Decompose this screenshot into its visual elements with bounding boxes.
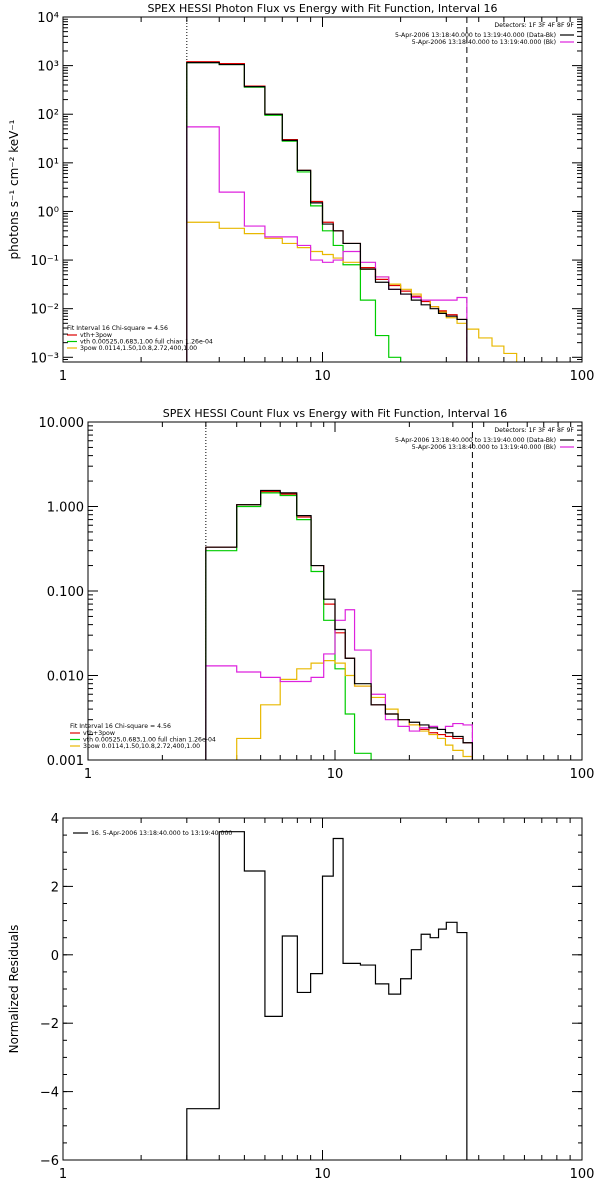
y-tick-label: 0.010: [47, 670, 84, 685]
series-3pow-line: [236, 660, 474, 760]
fit-legend-entry-label: vth 0.00525,0.683,1.00 full chian 1.26e-…: [83, 737, 216, 744]
y-axis-ticks: [63, 16, 582, 363]
x-tick-label: 100: [570, 369, 595, 384]
y-axis-label: Normalized Residuals: [7, 925, 21, 1054]
y-tick-label: −6: [40, 1154, 59, 1169]
series-vth-3pow-line: [205, 491, 474, 760]
y-tick-label: 10⁻²: [30, 303, 59, 318]
legend-bottom-left: Fit Interval 16 Chi-square = 4.56vth+3po…: [67, 325, 213, 352]
y-tick-label: 10⁴: [37, 11, 59, 26]
plot-frame: [87, 421, 583, 761]
series-vth-line: [205, 492, 372, 760]
legend-entry-label: 5-Apr-2006 13:18:40.000 to 13:19:40.000 …: [412, 444, 556, 451]
y-tick-label: 10.000: [39, 416, 85, 431]
legend-entry-label: 5-Apr-2006 13:18:40.000 to 13:19:40.000 …: [395, 32, 556, 39]
y-tick-label: 1.000: [47, 501, 84, 516]
fit-legend-header: Fit Interval 16 Chi-square = 4.56: [67, 325, 168, 332]
x-tick-label: 100: [570, 1167, 595, 1182]
data-series-group: [186, 61, 518, 362]
legend-header: Detectors: 1F 3F 4F 8F 9F: [494, 427, 574, 434]
y-tick-label: 10⁻³: [30, 351, 59, 366]
series-data-bk-line: [186, 62, 468, 362]
chart-panel-1: SPEX HESSI Photon Flux vs Energy with Fi…: [7, 2, 594, 384]
series-bk-line: [205, 609, 474, 760]
legend-entry-label: 5-Apr-2006 13:18:40.000 to 13:19:40.000 …: [395, 437, 556, 444]
series-bk-line: [186, 126, 468, 362]
legend-top-right: Detectors: 1F 3F 4F 8F 9F 5-Apr-2006 13:1…: [395, 22, 574, 46]
plot-frame: [62, 16, 583, 363]
y-tick-label: 10¹: [37, 157, 59, 172]
legend-header: Detectors: 1F 3F 4F 8F 9F: [494, 22, 574, 29]
y-tick-label: 4: [51, 812, 59, 827]
plot-frame: [62, 817, 583, 1161]
series-data-bk-line: [205, 489, 474, 760]
x-tick-label: 100: [570, 767, 595, 782]
y-axis-ticks: [63, 817, 582, 1161]
y-tick-label: −4: [40, 1086, 59, 1101]
chart-panel-2: SPEX HESSI Count Flux vs Energy with Fit…: [39, 407, 595, 782]
x-tick-label: 10: [314, 369, 331, 384]
x-axis-ticks: [62, 818, 583, 1160]
chart-title: SPEX HESSI Count Flux vs Energy with Fit…: [163, 407, 507, 420]
x-tick-label: 1: [59, 369, 67, 384]
y-tick-label: 10²: [37, 108, 59, 123]
chart-panel-3: Normalized Residuals 1 10 100 −6 −4 −2 0 2 4 16. 5…: [7, 812, 594, 1182]
y-axis-ticks: [88, 421, 582, 761]
series-16-5-apr-2006-13-18-40-000-to-13-19-40-000-line: [186, 831, 468, 1160]
y-axis-label: photons s⁻¹ cm⁻² keV⁻¹: [7, 119, 21, 259]
x-tick-label: 10: [327, 767, 344, 782]
y-tick-label: 10⁻¹: [30, 254, 59, 269]
y-tick-label: 10⁰: [37, 205, 59, 220]
y-tick-label: 10³: [37, 60, 59, 75]
y-tick-label: −2: [40, 1017, 59, 1032]
x-axis-ticks: [62, 17, 583, 362]
data-series-group: [205, 489, 474, 760]
fit-legend-entry-label: vth+3pow: [80, 332, 112, 339]
legend-entry-label: 5-Apr-2006 13:18:40.000 to 13:19:40.000 …: [412, 39, 556, 46]
fit-legend-entry-label: vth 0.00525,0.683,1.00 full chian 1.26e-…: [80, 339, 213, 346]
chart-title: SPEX HESSI Photon Flux vs Energy with Fi…: [147, 2, 497, 15]
legend-entry-label: 16. 5-Apr-2006 13:18:40.000 to 13:19:40.…: [91, 830, 232, 837]
y-tick-label: 0: [51, 949, 59, 964]
x-tick-label: 1: [84, 767, 92, 782]
series-vth-3pow-line: [186, 61, 468, 362]
data-series-group: [186, 831, 468, 1160]
legend-top-right: Detectors: 1F 3F 4F 8F 9F 5-Apr-2006 13:1…: [395, 427, 574, 451]
y-tick-label: 0.100: [47, 585, 84, 600]
fit-legend-entry-label: vth+3pow: [83, 730, 115, 737]
x-tick-label: 1: [59, 1167, 67, 1182]
y-tick-label: 0.001: [47, 754, 84, 769]
fit-legend-entry-label: 3pow 0.0114,1.50,10.8,2.72,400,1.00: [83, 743, 200, 750]
legend-bottom-left: Fit Interval 16 Chi-square = 4.56vth+3po…: [70, 723, 216, 750]
fit-legend-header: Fit Interval 16 Chi-square = 4.56: [70, 723, 171, 730]
y-tick-label: 2: [51, 880, 59, 895]
x-axis-ticks: [87, 422, 583, 760]
x-tick-label: 10: [314, 1167, 331, 1182]
fit-legend-entry-label: 3pow 0.0114,1.50,10.8,2.72,400,1.00: [80, 345, 197, 352]
legend-top-left: 16. 5-Apr-2006 13:18:40.000 to 13:19:40.…: [73, 830, 232, 837]
